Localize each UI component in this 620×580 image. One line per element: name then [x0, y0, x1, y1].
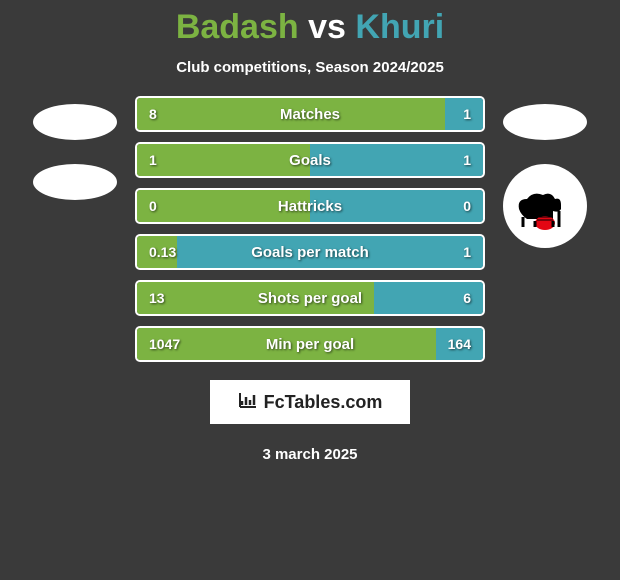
stat-row-shots-per-goal: 136Shots per goal — [135, 280, 485, 316]
player1-name: Badash — [176, 8, 299, 46]
player2-name: Khuri — [355, 8, 444, 46]
branding-box: FcTables.com — [210, 380, 410, 424]
stats-bars: 81Matches 11Goals 00Hattricks 0.131Goals pe… — [135, 96, 485, 362]
player1-avatars — [33, 96, 117, 200]
stat-row-goals-per-match: 0.131Goals per match — [135, 234, 485, 270]
stat-row-hattricks: 00Hattricks — [135, 188, 485, 224]
player2-avatar — [503, 104, 587, 140]
branding-text: FcTables.com — [264, 392, 383, 413]
subtitle: Club competitions, Season 2024/2025 — [176, 59, 444, 76]
stat-label: Hattricks — [137, 198, 483, 215]
stat-label: Shots per goal — [137, 290, 483, 307]
date-label: 3 march 2025 — [262, 446, 357, 463]
stat-row-goals: 11Goals — [135, 142, 485, 178]
stat-label: Goals — [137, 152, 483, 169]
club-logo-icon — [509, 181, 581, 231]
chart-icon — [238, 391, 258, 414]
stat-label: Goals per match — [137, 244, 483, 261]
player1-club-logo — [33, 164, 117, 200]
comparison-title: Badash vs Khuri — [176, 8, 444, 47]
player1-avatar — [33, 104, 117, 140]
stat-row-matches: 81Matches — [135, 96, 485, 132]
content-area: 81Matches 11Goals 00Hattricks 0.131Goals pe… — [33, 96, 587, 362]
stat-label: Matches — [137, 106, 483, 123]
stat-row-min-per-goal: 1047164Min per goal — [135, 326, 485, 362]
player2-club-logo — [503, 164, 587, 248]
player2-avatars — [503, 96, 587, 248]
vs-word: vs — [308, 8, 346, 46]
stat-label: Min per goal — [137, 336, 483, 353]
